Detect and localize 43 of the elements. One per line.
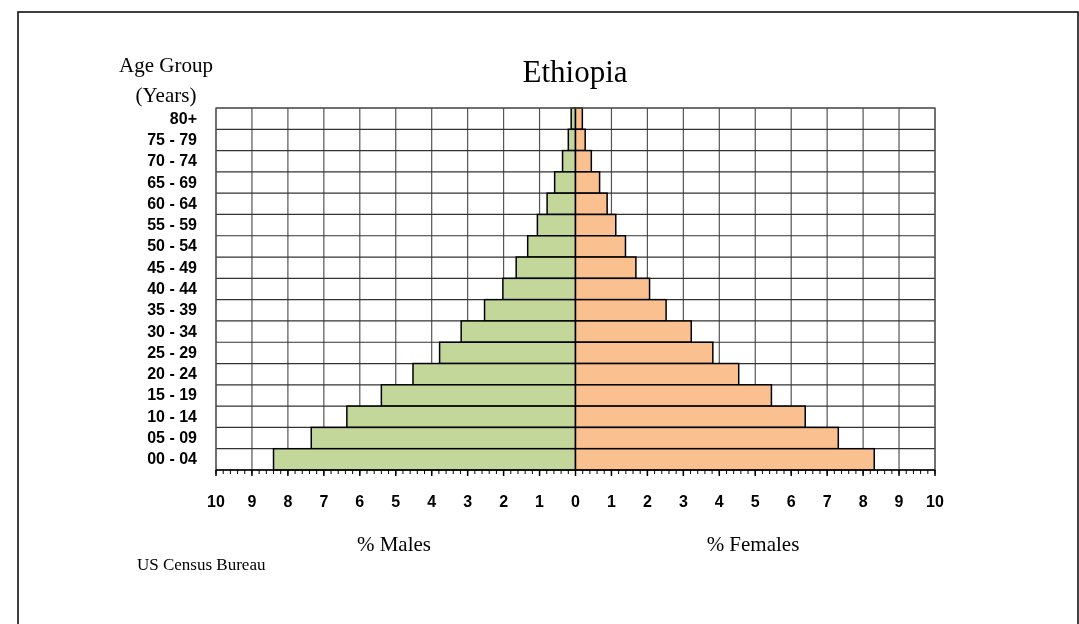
x-tick-label: 2 xyxy=(642,493,652,510)
y-tick-label: 10 - 14 xyxy=(147,407,198,425)
y-tick-label: 70 - 74 xyxy=(147,152,198,170)
x-tick-label: 1 xyxy=(535,493,545,510)
y-tick-label: 65 - 69 xyxy=(147,173,198,191)
x-tick-label: 3 xyxy=(678,493,688,510)
x-tick-label: 5 xyxy=(750,493,760,510)
y-tick-label: 55 - 59 xyxy=(147,216,198,234)
y-tick-label: 60 - 64 xyxy=(147,194,198,212)
x-tick-label: 10 xyxy=(207,493,225,510)
x-tick-label: 8 xyxy=(283,493,293,510)
y-tick-label: 00 - 04 xyxy=(147,450,198,468)
x-tick-label: 3 xyxy=(463,493,473,510)
x-tick-label: 7 xyxy=(319,493,329,510)
x-tick-label: 5 xyxy=(391,493,401,510)
y-tick-label: 80+ xyxy=(169,109,197,127)
y-tick-label: 20 - 24 xyxy=(147,365,198,383)
y-tick-label: 45 - 49 xyxy=(147,258,198,276)
x-tick-label: 9 xyxy=(247,493,257,510)
y-tick-label: 30 - 34 xyxy=(147,322,198,340)
x-tick-label: 0 xyxy=(571,493,581,510)
x-tick-label: 1 xyxy=(607,493,616,510)
y-tick-label: 05 - 09 xyxy=(147,429,198,447)
x-tick-label: 4 xyxy=(427,493,437,510)
text: % Males xyxy=(356,532,432,556)
x-tick-label: 7 xyxy=(822,493,832,510)
x-tick-label: 10 xyxy=(926,493,944,510)
x-tick-label: 4 xyxy=(714,493,724,510)
chart-title: Ethiopia xyxy=(522,54,628,89)
y-axis-title: Age Group (Years) xyxy=(119,53,213,107)
y-tick-label: 40 - 44 xyxy=(147,280,198,297)
text: US Census Bureau xyxy=(137,555,266,574)
text: % Females xyxy=(706,532,800,556)
y-tick-label: 75 - 79 xyxy=(147,130,198,148)
x-tick-label: 6 xyxy=(786,493,796,510)
x-tick-label: 2 xyxy=(499,493,509,510)
y-tick-label: 50 - 54 xyxy=(147,237,198,255)
x-tick-label: 9 xyxy=(894,493,904,510)
x-tick-label: 6 xyxy=(355,493,365,510)
y-tick-label: 25 - 29 xyxy=(147,343,198,361)
x-tick-label: 8 xyxy=(858,493,868,510)
y-tick-label: 15 - 19 xyxy=(147,386,198,404)
y-tick-label: 35 - 39 xyxy=(147,301,198,319)
